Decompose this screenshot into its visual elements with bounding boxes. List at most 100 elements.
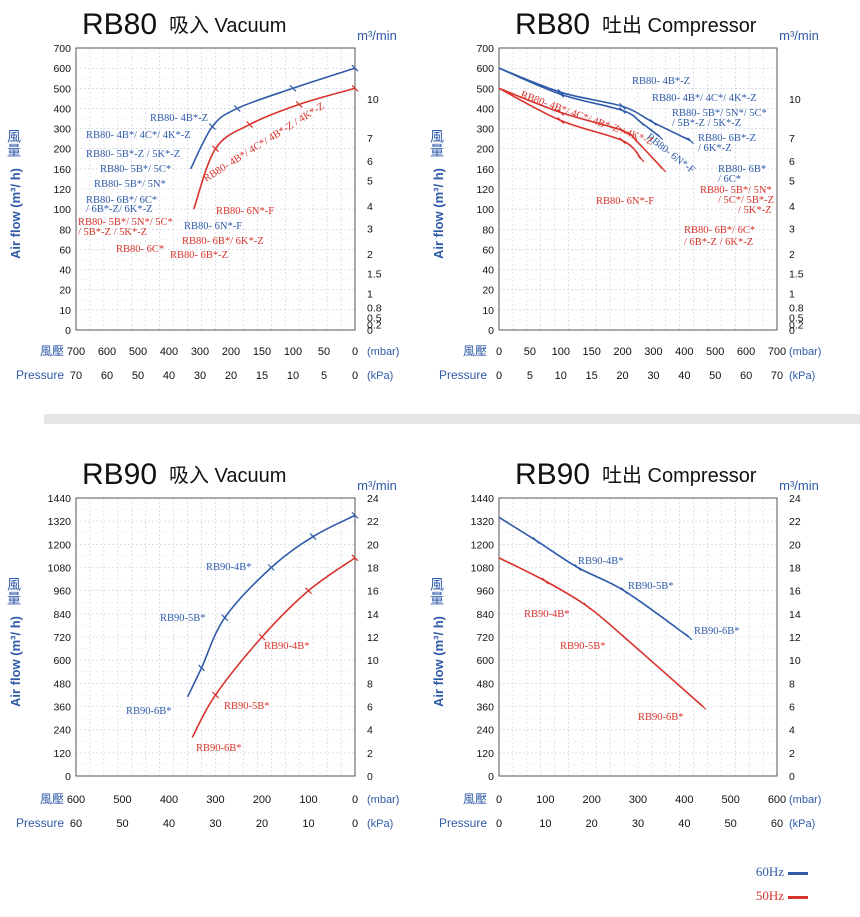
series-marker (699, 703, 707, 710)
x-tick-label-kpa: 40 (678, 370, 690, 382)
x-tick-label-mbar: 400 (160, 794, 178, 806)
annotation-label: RB80- 6B*-Z (170, 250, 228, 261)
x-tick-label-kpa: 10 (302, 818, 314, 830)
y-tick-label: 600 (476, 63, 494, 75)
chart-2: RB80 吐出 Compressor m³/min01020406080100120… (429, 8, 821, 382)
annotation-label: RB80- 6C* (116, 244, 164, 255)
y-tick-label: 200 (53, 144, 71, 156)
x-tick-label-kpa: 50 (116, 818, 128, 830)
annotation-label: RB90-4B* (524, 609, 570, 620)
x-tick-label-mbar: 0 (496, 346, 502, 358)
y-axis-label-cjk: 風量 (429, 577, 445, 605)
series-marker (685, 633, 693, 641)
x-tick-label-kpa: 20 (256, 818, 268, 830)
y-tick-label: 120 (53, 748, 71, 760)
x-tick-label-mbar: 100 (552, 346, 570, 358)
annotation-label: RB80- 4B*-Z (632, 76, 690, 87)
y-tick-label: 1200 (471, 539, 495, 551)
annotation-label: / 6C* (718, 174, 741, 185)
series-marker (619, 137, 626, 145)
y2-tick-label: 24 (789, 493, 801, 505)
x-axis-unit: (mbar) (367, 794, 399, 806)
x2-axis-unit: (kPa) (367, 370, 393, 382)
annotation-label: / 5K*-Z (738, 205, 772, 216)
x-tick-label-kpa: 20 (616, 370, 628, 382)
annotation-label: RB80- 4B*-Z (150, 113, 208, 124)
series-marker (246, 121, 254, 128)
y2-tick-label: 0.2 (789, 319, 804, 331)
annotation-label: RB90-4B* (578, 556, 624, 567)
x-axis-unit: (mbar) (789, 794, 821, 806)
series-marker (634, 139, 642, 147)
x-tick-label-kpa: 30 (632, 818, 644, 830)
legend-50hz-swatch (788, 895, 808, 899)
legend-60hz: 60Hz (756, 864, 808, 880)
y2-tick-label: 20 (367, 539, 379, 551)
annotation-label: RB80- 4B*/ 4C*/ 4K*-Z (652, 93, 757, 104)
x-tick-label-mbar: 150 (253, 346, 271, 358)
annotation-label: RB80- 6B*/ 6C* (86, 195, 157, 206)
series-marker (656, 133, 664, 141)
y2-tick-label: 1 (367, 288, 373, 300)
y2-tick-label: 8 (789, 678, 795, 690)
y-tick-label: 160 (476, 164, 494, 176)
y-tick-label: 360 (476, 702, 494, 714)
y-tick-label: 20 (59, 285, 71, 297)
x-tick-label-mbar: 600 (67, 794, 85, 806)
annotation-label: RB90-6B* (196, 743, 242, 754)
series-marker (351, 64, 359, 72)
x-tick-label-kpa: 15 (256, 370, 268, 382)
chart-3: RB90 吸入 Vacuum m³/min012024036048060072084… (6, 458, 399, 830)
x-tick-label-kpa: 30 (647, 370, 659, 382)
y-tick-label: 700 (53, 43, 71, 55)
x2-axis-label: Pressure (439, 368, 487, 382)
y-axis-label: Air flow (m³/ h) (431, 168, 446, 259)
series-marker (258, 633, 266, 641)
annotation-label: / 5B*-Z / 5K*-Z (78, 227, 147, 238)
y-tick-label: 1320 (471, 516, 495, 528)
y2-tick-label: 0 (367, 325, 373, 337)
x-tick-label-kpa: 40 (163, 818, 175, 830)
annotation-label: RB80- 5B*/ 5N*/ 5C* (78, 217, 173, 228)
x-tick-label-mbar: 400 (160, 346, 178, 358)
series-marker (650, 119, 657, 126)
x-tick-label-mbar: 600 (768, 794, 786, 806)
x-tick-label-mbar: 0 (496, 794, 502, 806)
y-axis-label-cjk: 風量 (6, 577, 22, 605)
x-tick-label-mbar: 300 (206, 794, 224, 806)
series-marker (295, 100, 303, 108)
x-tick-label-kpa: 50 (132, 370, 144, 382)
y-tick-label: 60 (59, 244, 71, 256)
annotation-label: / 5B*-Z / 5K*-Z (672, 118, 741, 129)
series-marker (619, 102, 626, 110)
y2-tick-label: 24 (367, 493, 379, 505)
y-tick-label: 120 (476, 748, 494, 760)
y2-tick-label: 2 (789, 748, 795, 760)
y-tick-label: 120 (53, 184, 71, 196)
annotation-label: RB90-6B* (126, 706, 172, 717)
y2-tick-label: 22 (367, 516, 379, 528)
x-tick-label-mbar: 50 (318, 346, 330, 358)
annotation-label: RB80- 5B*/ 5C* (100, 164, 171, 175)
series-marker (351, 511, 359, 519)
x2-axis-label: Pressure (16, 368, 64, 382)
y-tick-label: 840 (476, 609, 494, 621)
x-tick-label-mbar: 150 (582, 346, 600, 358)
chart-title-mode: 吐出 Compressor (602, 464, 757, 487)
x-tick-label-kpa: 60 (771, 818, 783, 830)
y2-tick-label: 1.5 (789, 269, 804, 281)
y2-tick-label: 7 (367, 133, 373, 145)
y-tick-label: 0 (488, 771, 494, 783)
y2-tick-label: 14 (789, 609, 801, 621)
y2-tick-label: 4 (789, 201, 795, 213)
x-tick-label-kpa: 60 (740, 370, 752, 382)
y-axis-label-cjk: 風量 (429, 129, 445, 157)
y-tick-label: 80 (482, 224, 494, 236)
series-marker (659, 165, 667, 173)
x-tick-label-kpa: 40 (678, 818, 690, 830)
y-tick-label: 960 (53, 586, 71, 598)
annotation-label: RB80- 4B*/ 4C*/ 4K*-Z (86, 130, 191, 141)
series-line (498, 87, 642, 160)
series-marker (620, 587, 628, 595)
